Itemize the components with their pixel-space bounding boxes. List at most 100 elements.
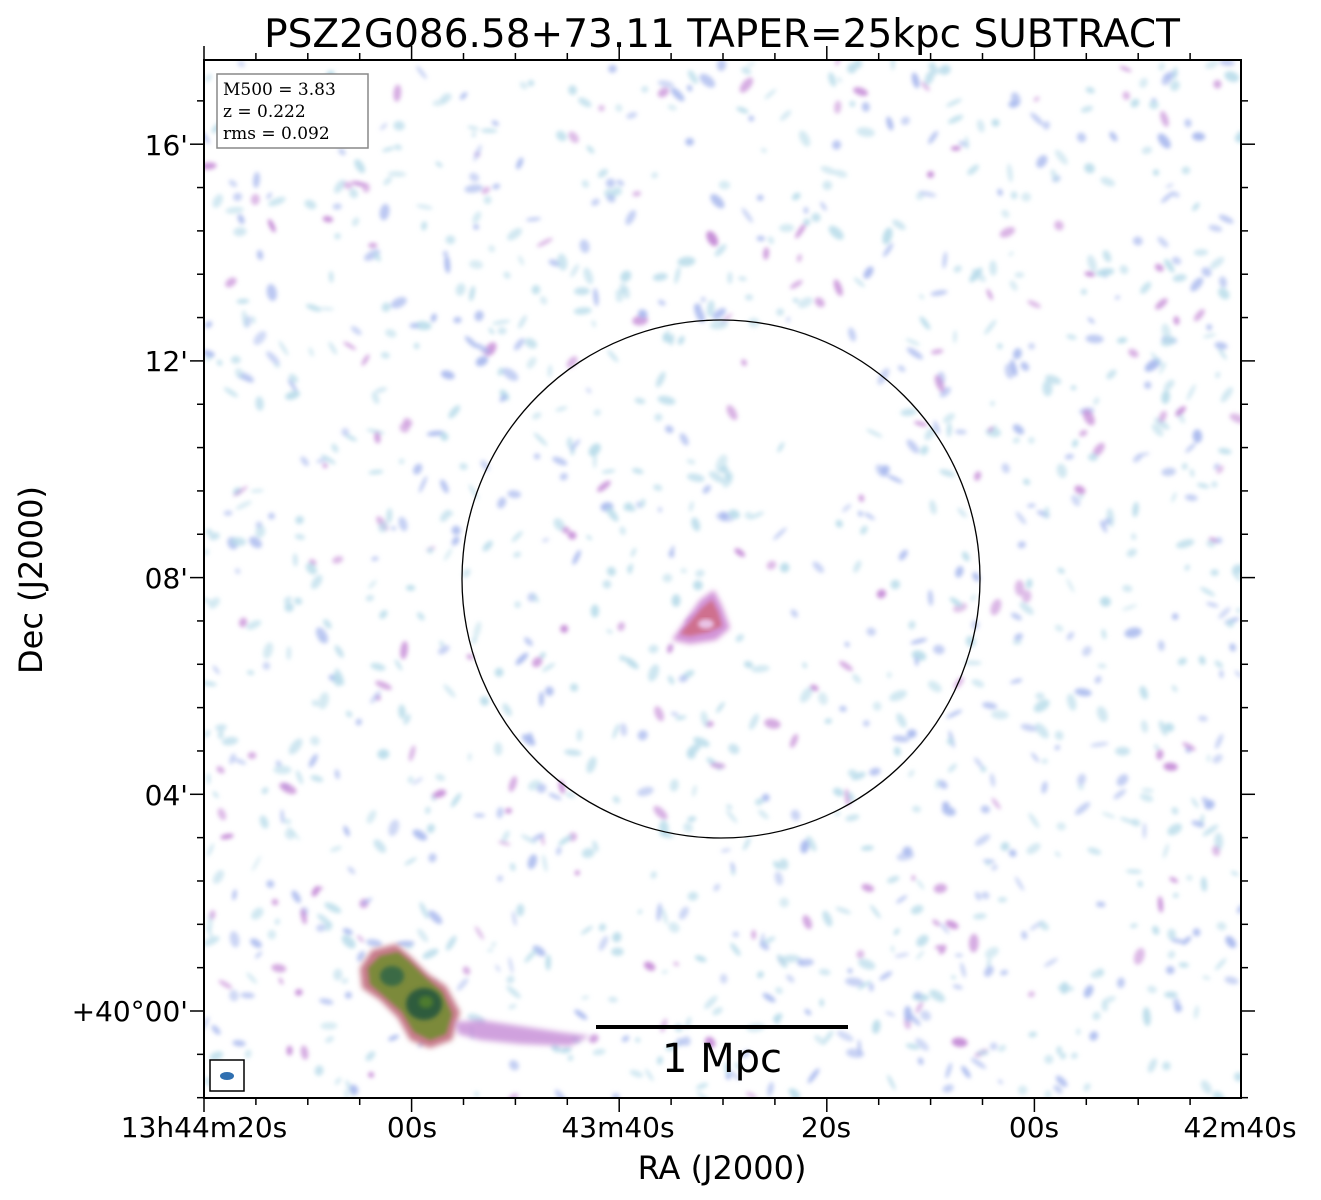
noise-speck: [580, 925, 593, 935]
noise-speck: [1071, 1052, 1078, 1059]
noise-speck: [891, 60, 895, 71]
noise-speck: [612, 932, 622, 943]
noise-speck: [905, 338, 921, 346]
noise-speck: [991, 797, 1001, 810]
noise-speck: [396, 940, 415, 947]
noise-speck: [686, 459, 696, 465]
noise-speck: [989, 1042, 998, 1051]
noise-speck: [209, 910, 216, 920]
noise-speck: [1020, 361, 1030, 372]
noise-speck: [385, 329, 397, 338]
noise-speck: [686, 749, 696, 760]
noise-speck: [507, 490, 522, 499]
noise-speck: [574, 287, 590, 296]
noise-speck: [952, 984, 963, 990]
noise-speck: [961, 551, 970, 562]
noise-speck: [797, 297, 813, 309]
noise-speck: [294, 533, 306, 540]
noise-speck: [233, 192, 243, 202]
noise-speck: [223, 387, 239, 398]
noise-speck: [235, 500, 252, 510]
noise-speck: [573, 307, 592, 315]
noise-speck: [373, 839, 387, 853]
noise-speck: [803, 207, 809, 214]
noise-speck: [1093, 397, 1100, 405]
noise-speck: [657, 299, 666, 306]
noise-speck: [294, 989, 303, 996]
noise-speck: [1171, 807, 1179, 815]
noise-speck: [702, 484, 711, 494]
noise-speck: [496, 875, 504, 882]
noise-speck: [568, 85, 577, 95]
noise-speck: [679, 432, 689, 446]
noise-speck: [1234, 670, 1241, 678]
noise-speck: [255, 951, 263, 959]
noise-speck: [1167, 823, 1182, 836]
noise-speck: [419, 901, 429, 920]
noise-speck: [471, 131, 476, 138]
noise-speck: [835, 519, 843, 528]
noise-speck: [713, 883, 721, 892]
noise-speck: [716, 60, 727, 71]
noise-speck: [250, 489, 264, 493]
noise-speck: [1172, 274, 1187, 282]
noise-speck: [939, 469, 956, 477]
noise-speck: [779, 897, 790, 908]
noise-speck: [980, 805, 991, 814]
noise-speck: [1201, 796, 1212, 807]
noise-speck: [903, 1005, 913, 1023]
noise-speck: [232, 1040, 246, 1047]
noise-speck: [650, 871, 657, 879]
noise-speck: [727, 271, 733, 284]
noise-speck: [942, 251, 947, 269]
noise-speck: [670, 711, 679, 717]
noise-speck: [344, 1089, 349, 1098]
noise-speck: [532, 833, 545, 841]
noise-speck: [1157, 236, 1169, 248]
noise-speck: [1075, 802, 1091, 815]
noise-speck: [1102, 995, 1116, 1004]
noise-speck: [946, 98, 962, 107]
noise-speck: [1027, 503, 1036, 508]
noise-speck: [1213, 463, 1220, 470]
noise-speck: [685, 137, 694, 146]
noise-speck: [1229, 413, 1241, 424]
noise-speck: [519, 81, 528, 90]
noise-speck: [828, 72, 837, 87]
noise-speck: [1043, 958, 1058, 967]
noise-speck: [1208, 224, 1223, 232]
noise-speck: [933, 644, 945, 655]
noise-speck: [882, 227, 893, 245]
noise-speck: [915, 1037, 929, 1051]
noise-speck: [344, 434, 358, 442]
noise-speck: [996, 343, 1003, 350]
noise-speck: [620, 723, 628, 737]
noise-speck: [982, 702, 998, 710]
noise-speck: [403, 714, 411, 725]
noise-speck: [720, 973, 728, 984]
noise-speck: [308, 753, 318, 768]
noise-speck: [1054, 730, 1064, 741]
noise-speck: [615, 293, 624, 303]
noise-speck: [492, 183, 501, 190]
noise-speck: [439, 640, 445, 647]
noise-speck: [1160, 110, 1169, 127]
noise-speck: [905, 1043, 920, 1050]
noise-speck: [621, 1035, 630, 1043]
noise-speck: [488, 327, 495, 335]
noise-speck: [275, 760, 282, 767]
noise-speck: [383, 176, 392, 186]
noise-speck: [710, 194, 725, 209]
noise-speck: [990, 400, 995, 407]
noise-speck: [332, 203, 342, 210]
noise-speck: [792, 192, 801, 201]
noise-speck: [1147, 985, 1157, 994]
noise-speck: [751, 929, 757, 940]
noise-speck: [1219, 60, 1235, 67]
noise-speck: [390, 296, 407, 309]
noise-speck: [321, 454, 336, 465]
noise-speck: [317, 913, 332, 926]
noise-speck: [497, 327, 507, 335]
noise-speck: [1164, 722, 1175, 732]
noise-speck: [286, 1045, 293, 1056]
